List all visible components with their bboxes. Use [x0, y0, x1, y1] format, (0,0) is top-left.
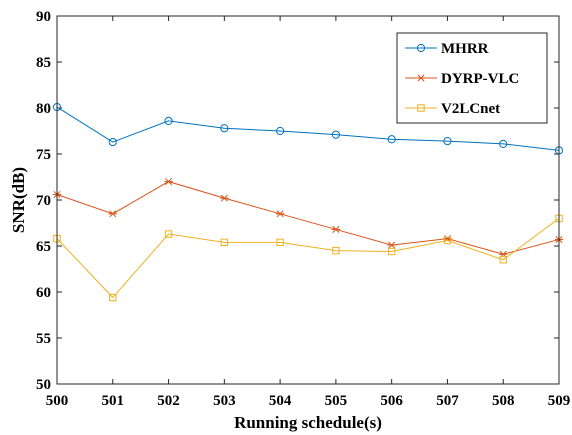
data-point-circle	[331, 130, 340, 139]
data-point-square	[109, 293, 117, 302]
data-point-circle	[164, 116, 173, 125]
x-tick-label: 505	[325, 393, 348, 409]
axis-ticks: 500 501 502 503 504 505 506 507 508 509 50 55 60 65 70…	[36, 9, 570, 409]
x-axis-label: Running schedule(s)	[234, 413, 382, 432]
legend-item-mhrr: MHRR	[405, 41, 489, 57]
y-tick-label: 80	[36, 101, 51, 117]
legend-label: DYRP-VLC	[441, 71, 519, 87]
legend: MHRR DYRP-VLC V2LCnet	[396, 32, 548, 124]
y-tick-label: 90	[36, 9, 51, 25]
x-tick-label: 503	[213, 393, 236, 409]
data-point-asterisk	[108, 210, 117, 218]
data-point-circle	[443, 137, 452, 146]
data-point-asterisk	[220, 194, 229, 202]
y-tick-label: 50	[36, 377, 51, 393]
data-point-square	[276, 238, 284, 247]
series-line-mhrr	[56, 106, 560, 151]
data-point-circle	[499, 139, 508, 148]
data-point-square	[220, 238, 229, 247]
data-point-square	[387, 247, 396, 256]
legend-item-v2lcnet: V2LCnet	[405, 101, 500, 117]
data-point-circle	[387, 135, 396, 144]
data-point-asterisk	[331, 225, 341, 233]
x-tick-label: 504	[269, 393, 292, 409]
data-point-square	[417, 104, 425, 112]
data-point-asterisk	[164, 178, 173, 186]
y-axis-label: SNR(dB)	[9, 167, 28, 233]
x-tick-label: 501	[102, 393, 125, 409]
y-tick-label: 70	[36, 193, 51, 209]
data-point-square	[332, 246, 340, 255]
y-tick-label: 85	[36, 55, 51, 71]
data-point-circle	[108, 137, 117, 147]
y-tick-label: 60	[36, 285, 51, 301]
x-tick-label: 506	[380, 393, 403, 409]
legend-item-dyrp-vlc: DYRP-VLC	[405, 71, 519, 87]
y-tick-label: 65	[36, 239, 51, 255]
plot-frame	[56, 15, 560, 385]
series-v2lcnet	[53, 214, 563, 302]
legend-label: MHRR	[441, 41, 489, 57]
x-tick-label: 507	[436, 393, 459, 409]
y-tick-label: 55	[36, 331, 51, 347]
x-tick-label: 509	[548, 393, 571, 409]
series-line-v2lcnet	[56, 217, 560, 299]
x-tick-label: 508	[492, 393, 515, 409]
y-tick-label: 75	[36, 147, 51, 163]
data-point-square	[164, 230, 173, 238]
data-point-square	[443, 236, 452, 245]
legend-label: V2LCnet	[441, 101, 500, 117]
data-point-circle	[416, 43, 426, 53]
x-tick-label: 500	[46, 393, 69, 409]
series-line-dyrp-vlc	[56, 181, 560, 255]
data-point-asterisk	[275, 210, 285, 218]
x-tick-label: 502	[157, 393, 180, 409]
data-point-asterisk	[387, 241, 396, 249]
data-point-circle	[220, 124, 229, 133]
data-point-circle	[276, 126, 285, 136]
data-point-asterisk	[416, 74, 426, 82]
series-dyrp-vlc	[52, 178, 564, 258]
data-point-square	[499, 256, 507, 264]
